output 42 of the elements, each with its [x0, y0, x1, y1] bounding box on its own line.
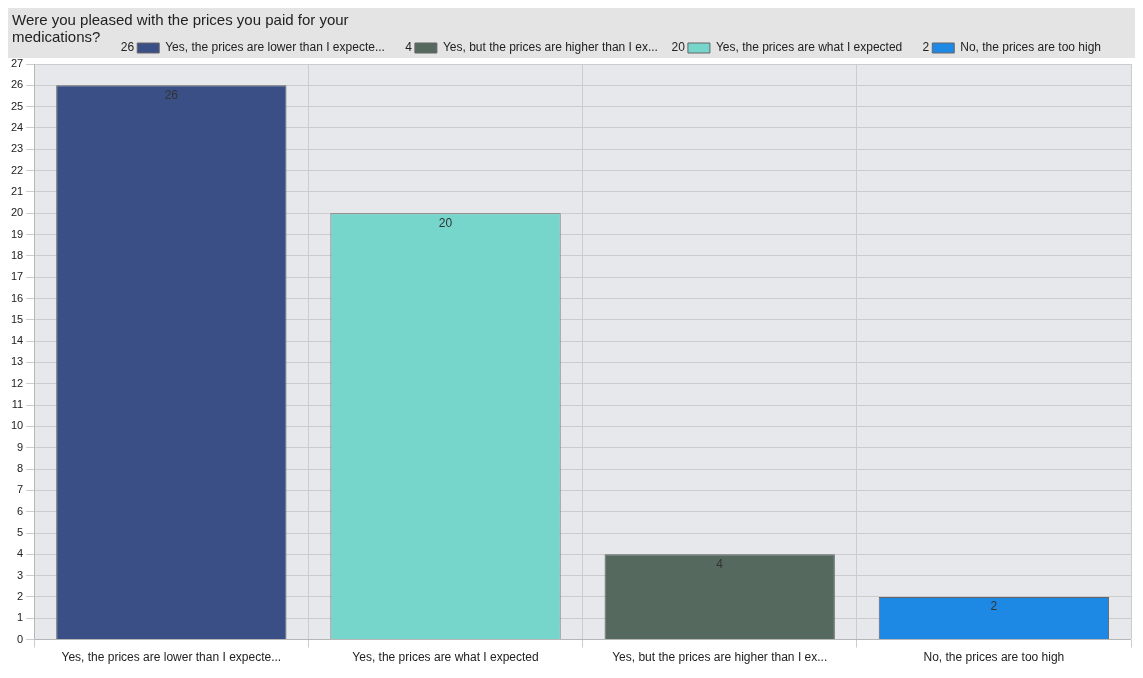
legend-label: No, the prices are too high — [960, 40, 1101, 55]
y-tick-label: 18 — [10, 248, 24, 261]
y-tick-label: 25 — [10, 99, 24, 112]
y-tick-label: 11 — [11, 398, 24, 411]
y-tick-label: 12 — [10, 376, 24, 389]
y-tick-label: 8 — [17, 462, 24, 475]
y-tick-label: 27 — [10, 57, 24, 70]
text: 2 — [922, 40, 930, 55]
y-tick-label: 10 — [10, 419, 24, 432]
y-tick-label: 3 — [17, 568, 24, 581]
text: 20 — [671, 40, 686, 55]
y-tick-label: 23 — [10, 142, 24, 155]
data-label: 20 — [438, 215, 453, 230]
y-tick-label: 19 — [10, 227, 24, 240]
y-tick-label: 7 — [17, 483, 24, 496]
y-tick-label: 16 — [10, 291, 24, 304]
y-tick-label: 5 — [17, 526, 24, 539]
x-tick-label: Yes, but the prices are higher than I ex... — [612, 650, 828, 665]
y-tick-label: 22 — [10, 163, 24, 176]
text: 26 — [120, 40, 135, 55]
x-tick-label: No, the prices are too high — [923, 650, 1065, 665]
y-tick-label: 14 — [10, 334, 24, 347]
y-tick-label: 6 — [17, 504, 24, 517]
legend-label: Yes, the prices are what I expected — [715, 40, 903, 55]
y-tick-label: 0 — [17, 632, 24, 645]
y-tick-label: 9 — [17, 440, 24, 453]
legend-label: Yes, but the prices are higher than I ex... — [442, 40, 658, 55]
y-tick-label: 1 — [17, 611, 24, 624]
x-tick-label: Yes, the prices are lower than I expecte... — [61, 650, 282, 665]
y-tick-label: 15 — [10, 312, 24, 325]
y-tick-label: 21 — [10, 184, 24, 197]
data-label: 2 — [990, 599, 998, 614]
y-tick-label: 24 — [10, 120, 24, 133]
y-tick-label: 4 — [17, 547, 24, 560]
y-tick-label: 2 — [17, 589, 24, 602]
x-tick-label: Yes, the prices are what I expected — [352, 650, 539, 665]
y-tick-label: 20 — [10, 206, 24, 219]
y-tick-label: 17 — [10, 270, 24, 283]
y-tick-label: 13 — [10, 355, 24, 368]
data-label: 26 — [164, 87, 179, 102]
y-tick-label: 26 — [10, 78, 24, 91]
text: 4 — [405, 40, 413, 55]
